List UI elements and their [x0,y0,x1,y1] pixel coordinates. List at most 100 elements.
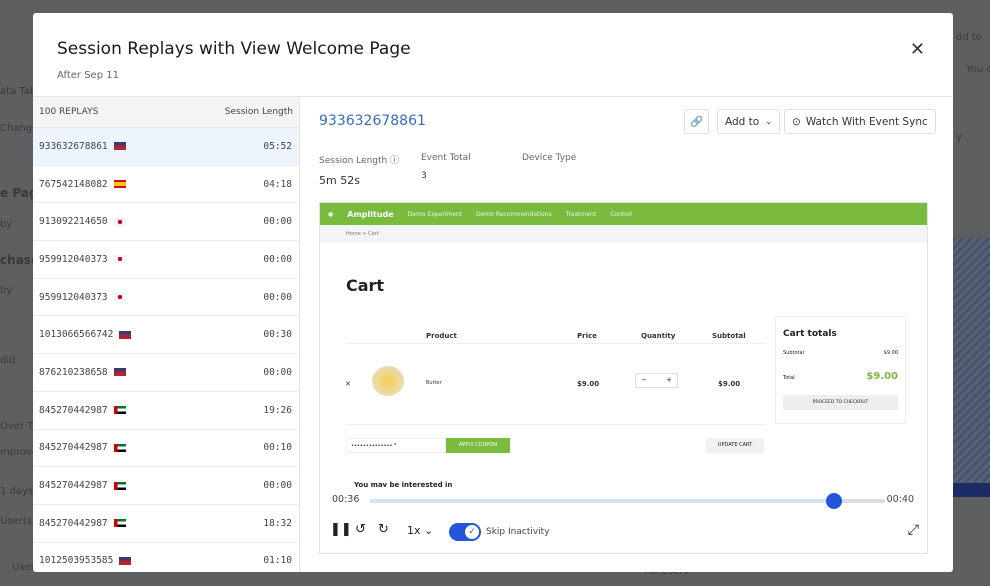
background-text: by [0,285,13,296]
flag-ae-icon [113,443,126,452]
session-length-header[interactable]: Session Length [224,107,293,117]
replay-row[interactable]: 913092214650 00:00 [33,203,299,242]
replay-list-header: 100 REPLAYS Session Length [33,97,299,128]
background-text: You c [966,64,990,75]
site-toggle-1: Demo Experiment [407,210,463,218]
add-to-button[interactable]: Add to ⌄ [717,109,780,134]
site-option-1: Treatment [565,210,597,218]
replay-id: 845270442987 [39,480,108,492]
replay-row[interactable]: 876210238658 00:00 [33,354,299,392]
replay-row[interactable]: 845270442987 18:32 [33,505,299,543]
background-text: 1 days [0,486,34,497]
player-controls: 00:36 00:40 ❚❚ ↺ ↻ 1x ⌄ ✓ Skip Inactivit… [320,487,927,553]
replay-list: 100 REPLAYS Session Length 933632678861 0… [33,97,300,572]
flag-us-icon [113,142,126,151]
replay-id: 1012503953585 [39,555,114,567]
replay-id: 959912040373 [39,253,108,265]
replay-id: 959912040373 [39,291,108,303]
replay-id: 845270442987 [39,404,108,416]
replay-id: 1013066566742 [39,329,114,341]
replay-length: 19:26 [263,404,292,416]
session-length-label: Session Length ⓘ [319,156,400,166]
totals-total-label: Total [783,375,795,381]
forward-10-icon[interactable]: ↻ [378,522,389,537]
site-breadcrumb: Home > Cart [320,225,927,243]
replay-row[interactable]: 959912040373 00:00 [33,241,299,279]
product-subtotal: $9.00 [718,380,741,388]
flag-jp-icon [113,293,126,302]
modal-subtitle: After Sep 11 [57,70,119,81]
site-navbar: ● Amplitude Demo Experiment Demo Recomme… [320,203,927,225]
flag-us-icon [119,330,132,339]
replay-length: 00:00 [263,366,292,378]
flag-ae-icon [113,481,126,490]
speed-select[interactable]: 1x ⌄ [407,524,434,537]
replay-length: 00:00 [263,291,292,303]
replay-detail: 933632678861 🔗 Add to ⌄ ⊙ Watch With Event… [300,97,953,572]
skip-inactivity-label: Skip Inactivity [486,527,550,537]
modal-title: Session Replays with View Welcome Page [57,39,411,59]
rewind-10-icon[interactable]: ↺ [355,522,366,537]
col-quantity: Quantity [641,332,676,340]
col-subtotal: Subtotal [712,332,746,340]
progress-slider[interactable] [370,493,885,509]
background-text: Over T [0,421,34,432]
background-text: did [0,355,16,366]
replay-row[interactable]: 1013066566742 00:30 [33,316,299,355]
replay-length: 00:10 [263,442,292,454]
remove-item-icon: ✕ [345,380,351,388]
col-price: Price [577,332,597,340]
replay-row[interactable]: 933632678861 05:52 [33,128,299,166]
progress-handle[interactable] [825,493,842,509]
quantity-stepper: − + [635,373,678,388]
replay-id: 845270442987 [39,517,108,529]
replay-count: 100 REPLAYS [39,107,99,117]
fullscreen-icon[interactable]: ⤢ [907,522,919,538]
copy-link-button[interactable]: 🔗 [684,109,709,134]
background-text: User [12,562,35,573]
product-name: Butter [426,380,442,386]
product-price: $9.00 [577,380,600,388]
flag-ae-icon [113,519,126,528]
replay-row[interactable]: 767542148082 04:18 [33,166,299,204]
site-brand: Amplitude [347,209,394,219]
pause-icon[interactable]: ❚❚ [330,522,352,537]
add-to-label: Add to [725,115,760,128]
current-time: 00:36 [332,494,360,505]
session-length-value: 5m 52s [319,174,360,187]
play-circle-icon: ⊙ [792,115,801,128]
session-replays-modal: Session Replays with View Welcome Page A… [33,13,953,572]
replay-row[interactable]: 845270442987 00:00 [33,467,299,505]
col-product: Product [426,332,457,340]
session-id: 933632678861 [319,113,426,129]
product-image [372,366,404,396]
replay-row[interactable]: 845270442987 00:10 [33,430,299,468]
replay-row[interactable]: 845270442987 19:26 [33,392,299,430]
flag-jp-icon [113,217,126,226]
cart-totals-title: Cart totals [783,329,837,339]
apply-coupon-button: APPLY COUPON [446,438,510,453]
replay-length: 00:30 [263,329,292,341]
replay-length: 04:18 [263,178,292,190]
flag-ae-icon [113,406,126,415]
replay-length: 00:00 [263,253,292,265]
background-text: by [0,219,13,230]
replay-id: 876210238658 [39,366,108,378]
replay-row[interactable]: 1012503953585 01:10 [33,543,299,572]
flag-us-icon [113,368,126,377]
check-icon: ✓ [465,525,479,539]
totals-subtotal-value: $9.00 [883,350,898,356]
chevron-down-icon: ⌄ [765,117,772,126]
modal-header: Session Replays with View Welcome Page A… [33,13,953,97]
replay-length: 00:00 [263,480,292,492]
background-text: dd to [956,32,982,43]
link-icon: 🔗 [689,116,704,128]
close-icon[interactable]: ✕ [909,39,925,60]
watch-event-sync-button[interactable]: ⊙ Watch With Event Sync [784,109,936,134]
update-cart-button: UPDATE CART [706,438,764,453]
background-text: chase [0,253,40,267]
skip-inactivity-toggle[interactable]: ✓ [449,523,481,541]
flag-us-icon [119,556,132,565]
replay-row[interactable]: 959912040373 00:00 [33,279,299,317]
watch-label: Watch With Event Sync [805,115,928,128]
